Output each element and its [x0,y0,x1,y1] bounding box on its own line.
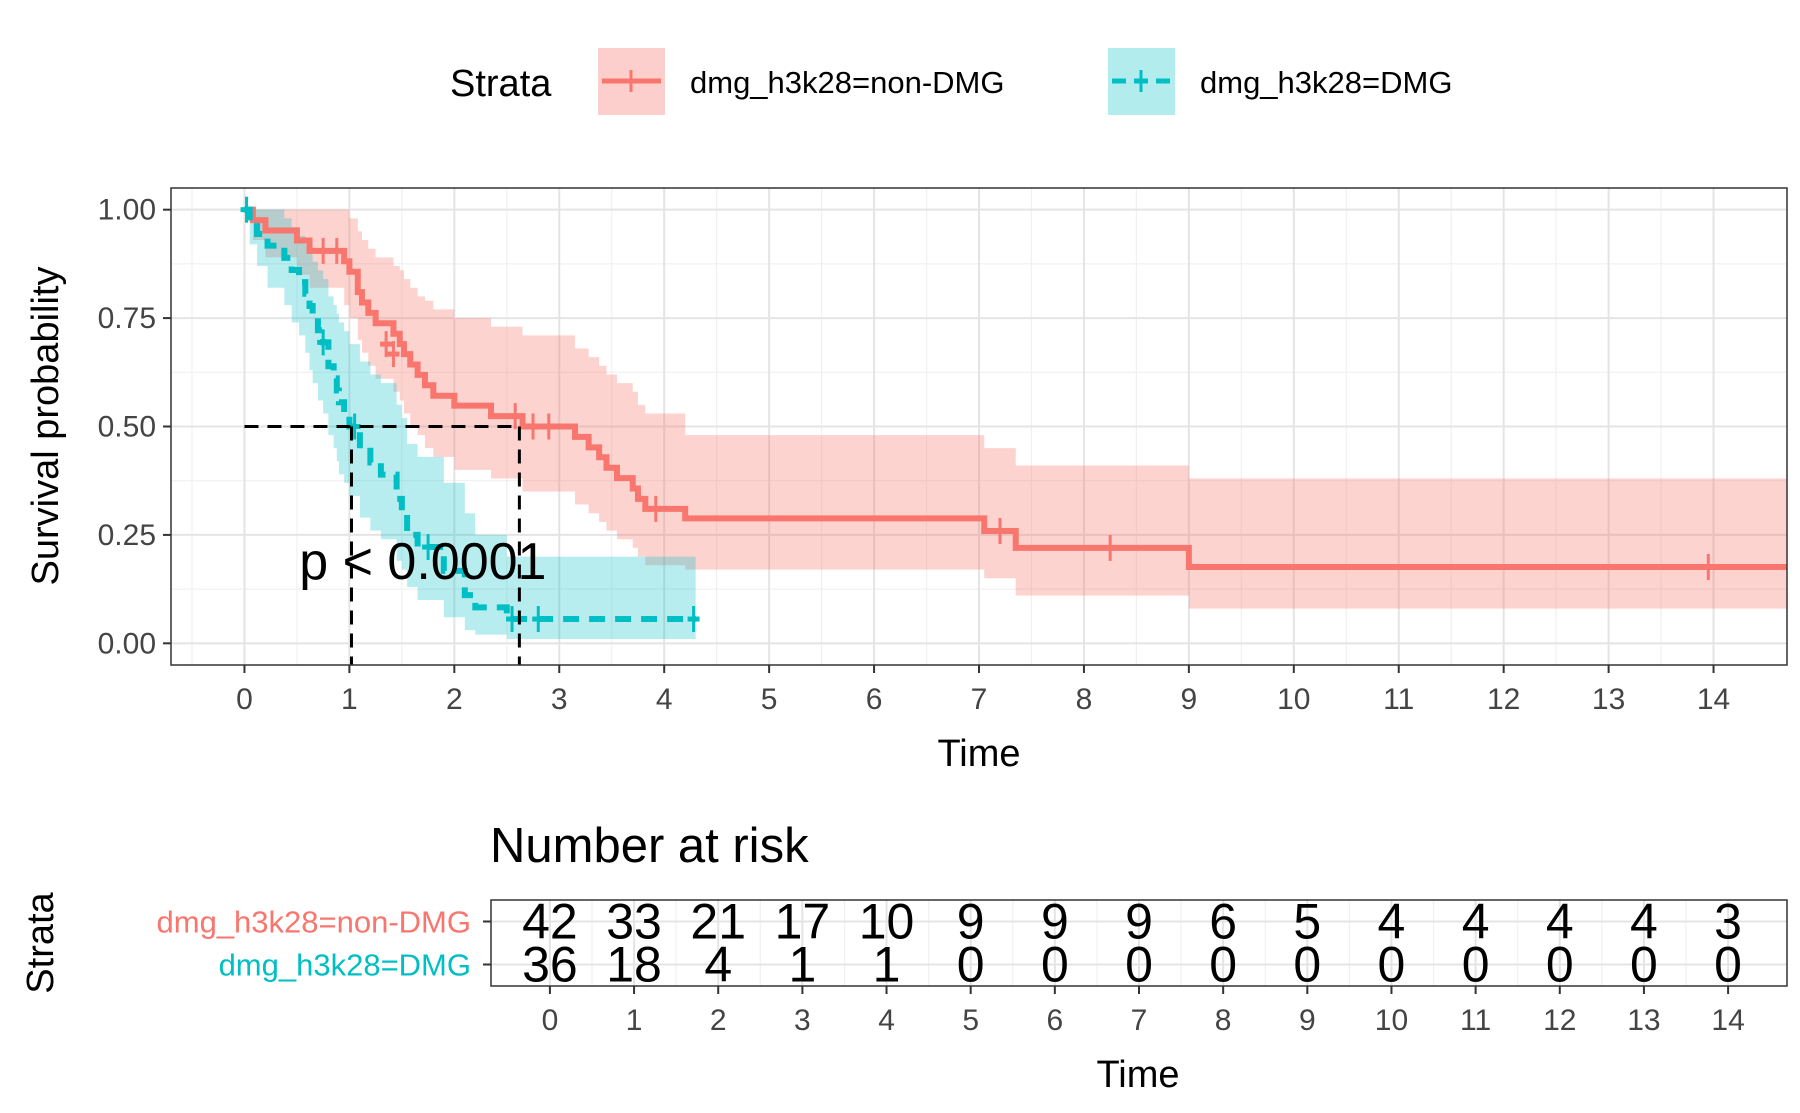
risk-cell: 4 [1546,894,1574,950]
x-tick-label: 9 [1181,683,1198,716]
y-tick-label: 0.25 [98,519,156,552]
risk-cell: 5 [1293,894,1321,950]
x-tick-label: 11 [1383,683,1414,716]
risk-table-x-title: Time [1096,1054,1179,1096]
y-axis-title: Survival probability [25,267,67,586]
legend-title: Strata [450,63,552,105]
risk-x-tick-label: 10 [1375,1004,1408,1037]
risk-cell: 0 [957,937,985,993]
risk-x-tick-label: 5 [962,1004,979,1037]
legend: Strata dmg_h3k28=non-DMG dmg_h3k28=DMG [450,48,1452,115]
risk-x-tick-label: 9 [1299,1004,1316,1037]
risk-cell: 36 [522,937,578,993]
risk-x-tick-label: 14 [1711,1004,1744,1037]
x-tick-label: 8 [1076,683,1093,716]
risk-cell: 42 [522,894,578,950]
risk-cell: 4 [1462,894,1490,950]
p-value-annotation: p < 0.0001 [299,533,546,591]
risk-cell: 1 [873,937,901,993]
risk-cell: 0 [1293,937,1321,993]
risk-cell: 4 [704,937,732,993]
risk-cell: 0 [1125,937,1153,993]
risk-cell: 1 [788,937,816,993]
risk-cell: 9 [1125,894,1153,950]
x-tick-label: 1 [341,683,358,716]
x-tick-label: 10 [1277,683,1310,716]
risk-cell: 0 [1209,937,1237,993]
x-tick-label: 6 [866,683,883,716]
x-tick-label: 13 [1592,683,1625,716]
risk-row-label: dmg_h3k28=non-DMG [157,905,471,940]
risk-x-tick-label: 11 [1460,1004,1491,1037]
risk-cell: 0 [1714,937,1742,993]
x-tick-label: 4 [656,683,673,716]
risk-cell: 0 [1462,937,1490,993]
y-tick-label: 0.75 [98,302,156,335]
x-axis-title: Time [937,733,1020,775]
risk-cell: 4 [1630,894,1658,950]
risk-cell: 9 [1041,894,1069,950]
risk-x-tick-label: 3 [794,1004,811,1037]
risk-cell: 4 [1378,894,1406,950]
x-tick-label: 12 [1487,683,1520,716]
x-tick-label: 3 [551,683,568,716]
y-tick-label: 1.00 [98,194,156,227]
risk-cell: 33 [606,894,662,950]
risk-x-tick-label: 13 [1627,1004,1660,1037]
x-tick-label: 0 [236,683,253,716]
x-tick-label: 7 [971,683,988,716]
x-tick-label: 5 [761,683,778,716]
risk-x-tick-label: 1 [626,1004,643,1037]
risk-row-label: dmg_h3k28=DMG [219,948,471,983]
risk-cell: 3 [1714,894,1742,950]
risk-x-tick-label: 2 [710,1004,727,1037]
risk-table-title: Number at risk [490,819,809,873]
legend-label-dmg: dmg_h3k28=DMG [1200,65,1452,100]
confidence-band-non-dmg [244,209,1787,609]
legend-item-non-dmg: dmg_h3k28=non-DMG [598,48,1004,115]
risk-cell: 0 [1630,937,1658,993]
risk-cell: 17 [775,894,831,950]
survival-plot: p < 0.0001 0 1 2 3 4 5 6 7 8 9 10 11 12 13 14 0.000.25… [25,187,1788,775]
confidence-bands [244,209,1787,639]
y-tick-label: 0.00 [98,627,156,660]
survival-curves [244,206,1787,623]
risk-table-x-axis: 0 1 2 3 4 5 6 7 8 9 10 11 12 13 14 [542,986,1745,1037]
risk-x-tick-label: 7 [1131,1004,1148,1037]
risk-cell: 9 [957,894,985,950]
risk-cell: 0 [1546,937,1574,993]
survival-curve-dmg [244,206,696,623]
x-tick-label: 14 [1697,683,1730,716]
risk-cell: 18 [606,937,662,993]
risk-table-grid [491,900,1787,986]
y-axis: 0.00 0.25 0.50 0.75 1.00 [98,194,171,660]
risk-cell: 21 [690,894,746,950]
risk-x-tick-label: 12 [1543,1004,1576,1037]
censor-marks [240,196,1715,633]
risk-table-cells: 42 33 21 17 10 9 9 9 6 5 4 4 4 4 336 18 4 1 1 0 0 0 0 0 0 0 0 0 0 [522,894,1742,993]
x-axis: 0 1 2 3 4 5 6 7 8 9 10 11 12 13 14 [236,665,1730,716]
risk-cell: 10 [859,894,915,950]
x-tick-label: 2 [446,683,463,716]
risk-table-row-labels: dmg_h3k28=non-DMG dmg_h3k28=DMG [157,905,491,983]
risk-cell: 0 [1041,937,1069,993]
median-lines [244,425,521,665]
risk-x-tick-label: 6 [1047,1004,1064,1037]
legend-item-dmg: dmg_h3k28=DMG [1108,48,1452,115]
risk-table: Number at risk 42 33 21 17 10 9 9 9 6 5 4 4 4 4 336 18 4… [20,819,1788,1096]
risk-x-tick-label: 8 [1215,1004,1232,1037]
risk-x-tick-label: 4 [878,1004,895,1037]
risk-table-y-title: Strata [20,891,62,993]
survival-curve-non-dmg [244,206,1787,570]
risk-cell: 6 [1209,894,1237,950]
confidence-band-dmg [244,209,696,639]
risk-cell: 0 [1378,937,1406,993]
y-tick-label: 0.50 [98,411,156,444]
risk-x-tick-label: 0 [542,1004,559,1037]
legend-label-non-dmg: dmg_h3k28=non-DMG [690,65,1004,100]
plot-grid [171,188,1787,665]
